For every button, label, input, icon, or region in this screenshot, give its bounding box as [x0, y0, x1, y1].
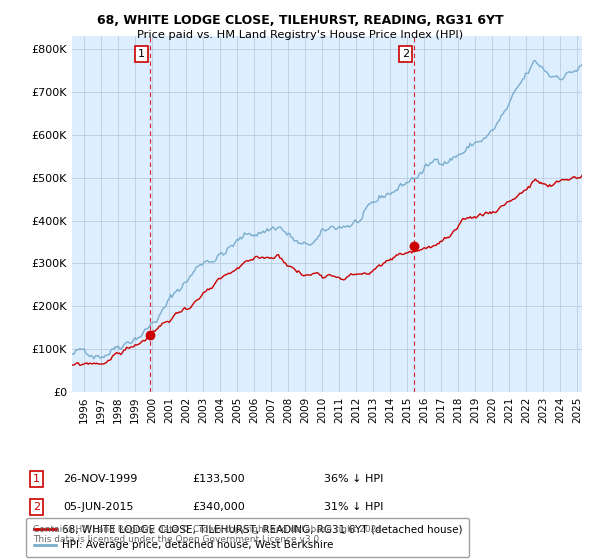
Text: 68, WHITE LODGE CLOSE, TILEHURST, READING, RG31 6YT: 68, WHITE LODGE CLOSE, TILEHURST, READIN…: [97, 14, 503, 27]
Point: [409, 242, 419, 251]
Text: 2: 2: [33, 502, 40, 512]
Text: 36% ↓ HPI: 36% ↓ HPI: [324, 474, 383, 484]
Text: 05-JUN-2015: 05-JUN-2015: [63, 502, 133, 512]
Text: 26-NOV-1999: 26-NOV-1999: [63, 474, 137, 484]
Text: Contains HM Land Registry data © Crown copyright and database right 2024.
This d: Contains HM Land Registry data © Crown c…: [33, 525, 385, 544]
Point: [145, 330, 155, 339]
Legend: 68, WHITE LODGE CLOSE, TILEHURST, READING, RG31 6YT (detached house), HPI: Avera: 68, WHITE LODGE CLOSE, TILEHURST, READIN…: [26, 517, 469, 557]
Text: £133,500: £133,500: [192, 474, 245, 484]
Text: 1: 1: [138, 49, 145, 59]
Text: Price paid vs. HM Land Registry's House Price Index (HPI): Price paid vs. HM Land Registry's House …: [137, 30, 463, 40]
Text: £340,000: £340,000: [192, 502, 245, 512]
Text: 31% ↓ HPI: 31% ↓ HPI: [324, 502, 383, 512]
Text: 2: 2: [402, 49, 409, 59]
Text: 1: 1: [33, 474, 40, 484]
